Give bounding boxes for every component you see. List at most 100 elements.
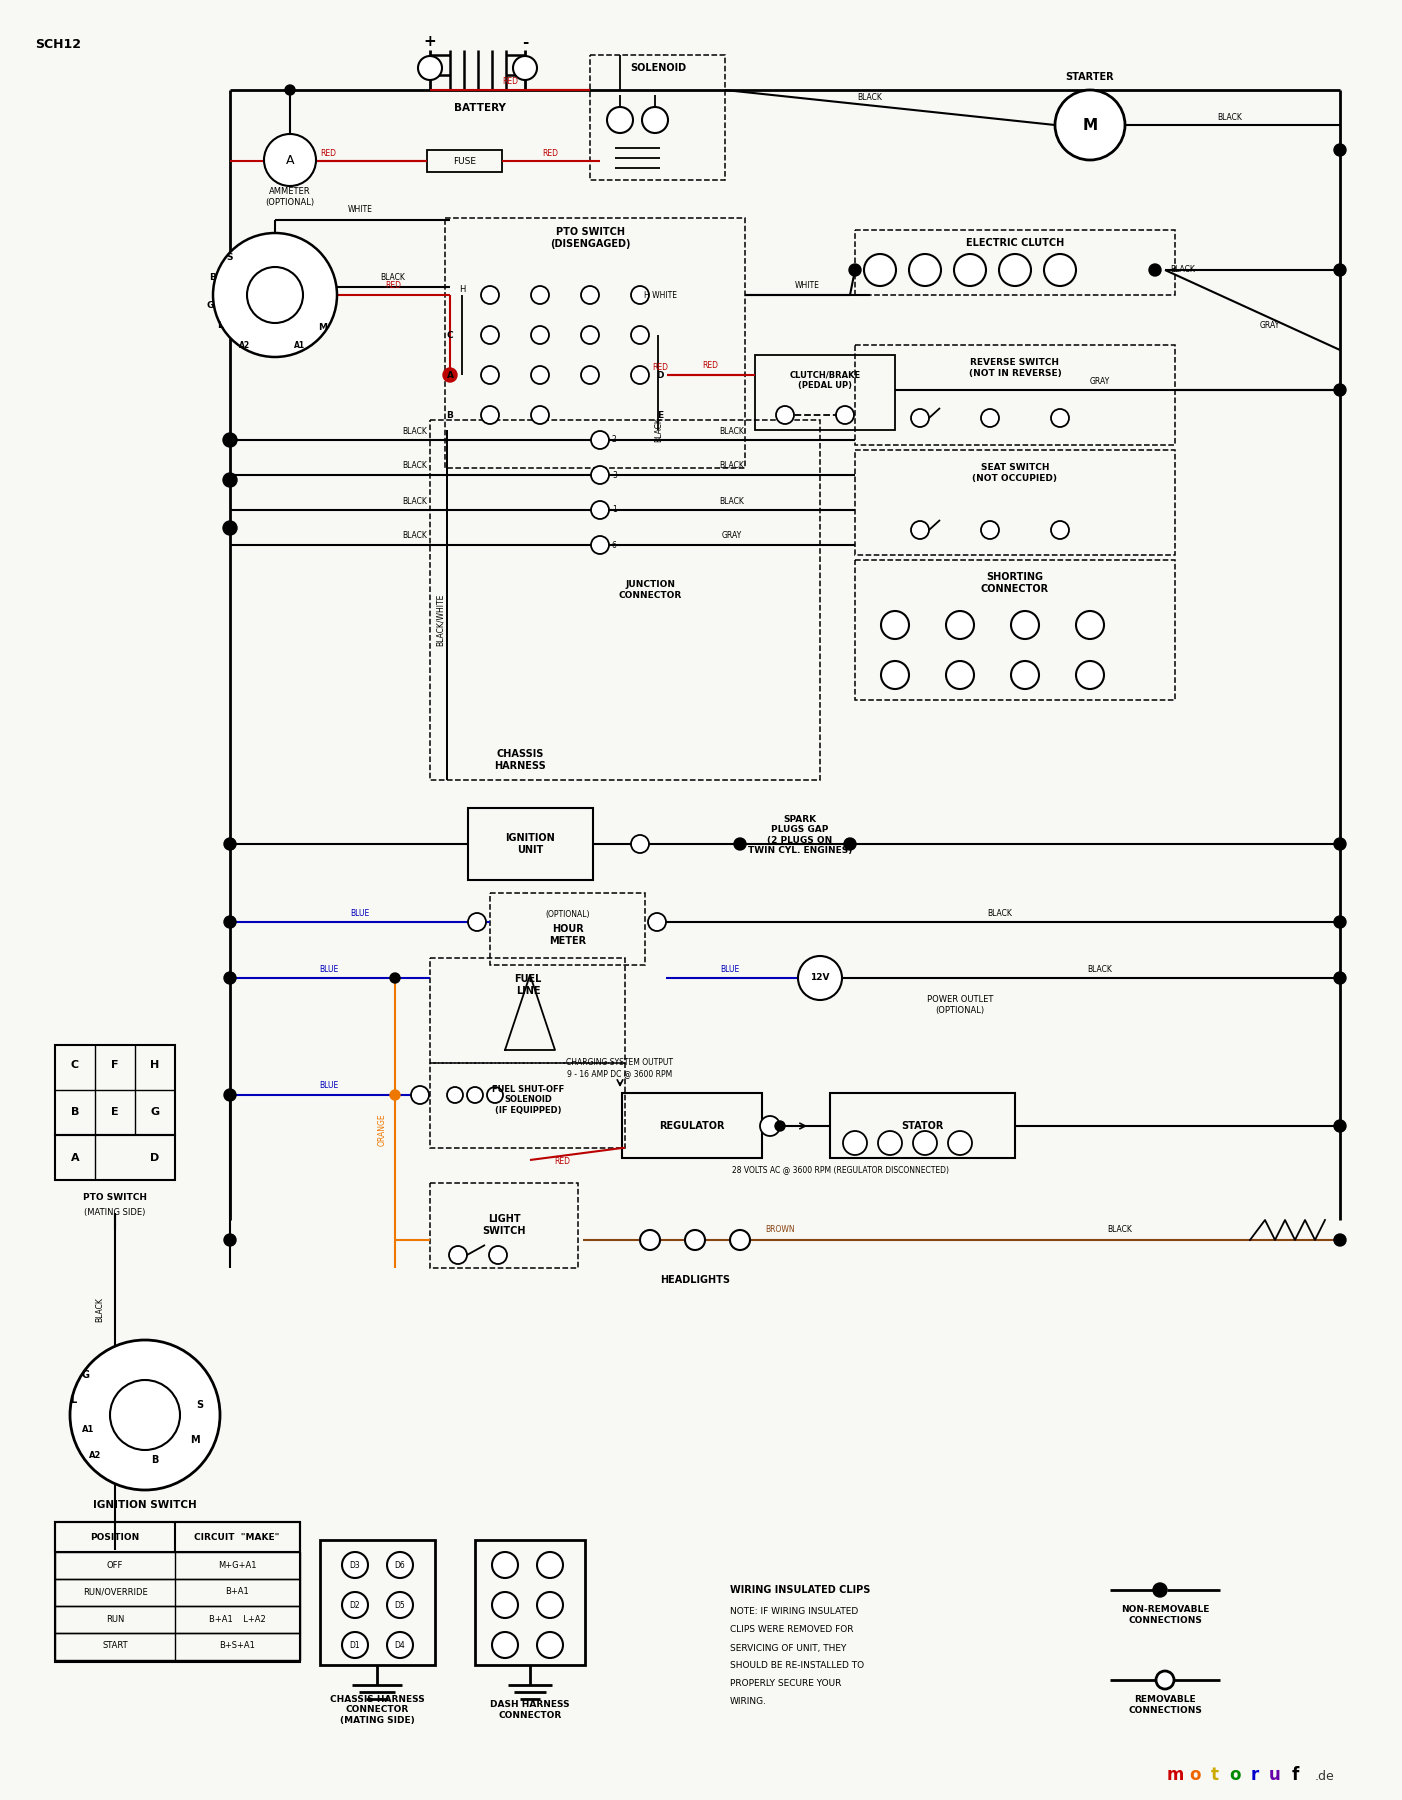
Bar [55,1633,300,1660]
Text: (MATING SIDE): (MATING SIDE) [84,1208,146,1217]
Bar [855,560,1175,700]
Text: WHITE: WHITE [795,281,819,290]
Circle shape [481,326,499,344]
Circle shape [580,326,599,344]
Text: E: E [658,410,663,419]
Text: r: r [1251,1766,1259,1784]
Circle shape [911,520,930,538]
Circle shape [537,1591,564,1618]
Circle shape [1333,916,1346,929]
Text: GRAY: GRAY [722,531,742,540]
Text: HOUR
METER: HOUR METER [550,923,586,945]
Text: FUSE: FUSE [453,157,477,166]
Text: D2: D2 [349,1600,360,1609]
Circle shape [224,1235,236,1246]
Text: S: S [227,252,233,261]
Text: POSITION: POSITION [90,1532,140,1541]
Text: START: START [102,1642,128,1651]
Text: B+A1: B+A1 [226,1588,250,1597]
Text: S: S [196,1400,203,1409]
Text: 6: 6 [613,540,617,549]
Circle shape [913,1130,937,1156]
Circle shape [880,661,908,689]
Circle shape [1000,254,1030,286]
Circle shape [1052,520,1068,538]
Text: BLACK/WHITE: BLACK/WHITE [436,594,444,646]
Text: CIRCUIT  "MAKE": CIRCUIT "MAKE" [195,1532,279,1541]
Circle shape [642,106,667,133]
Text: FUEL SHUT-OFF
SOLENOID
(IF EQUIPPED): FUEL SHUT-OFF SOLENOID (IF EQUIPPED) [492,1085,564,1114]
Bar [55,1579,300,1606]
Text: BLACK: BLACK [1088,965,1112,974]
Circle shape [1333,265,1346,275]
Text: RED: RED [386,281,401,290]
Bar [622,1093,763,1157]
Circle shape [449,1246,467,1264]
Text: BLACK: BLACK [402,531,428,540]
Circle shape [1157,1670,1173,1688]
Text: SCH12: SCH12 [35,38,81,50]
Circle shape [537,1633,564,1658]
Text: LIGHT
SWITCH: LIGHT SWITCH [482,1215,526,1237]
Bar [55,1523,300,1661]
Text: D4: D4 [394,1640,405,1649]
Circle shape [481,286,499,304]
Text: CLUTCH/BRAKE
(PEDAL UP): CLUTCH/BRAKE (PEDAL UP) [789,371,861,391]
Text: SERVICING OF UNIT, THEY: SERVICING OF UNIT, THEY [730,1643,847,1652]
Text: RED: RED [652,362,667,371]
Text: BLACK: BLACK [1108,1226,1133,1235]
Circle shape [1333,972,1346,985]
Bar [55,1606,300,1633]
Text: WIRING INSULATED CLIPS: WIRING INSULATED CLIPS [730,1586,871,1595]
Text: 1: 1 [613,506,617,515]
Text: RED: RED [502,77,517,86]
Text: NON-REMOVABLE
CONNECTIONS: NON-REMOVABLE CONNECTIONS [1120,1606,1209,1625]
Circle shape [1333,383,1346,396]
Circle shape [492,1633,517,1658]
Text: 3: 3 [613,470,617,479]
Circle shape [390,974,400,983]
Text: G: G [150,1107,160,1118]
Circle shape [1075,661,1103,689]
Text: BLACK: BLACK [653,418,663,443]
Circle shape [592,430,608,448]
Text: B: B [72,1107,79,1118]
Circle shape [492,1591,517,1618]
Text: C: C [447,331,453,340]
Text: BLACK: BLACK [719,497,744,506]
Text: D: D [656,371,663,380]
Circle shape [1054,90,1124,160]
Bar [55,1046,175,1136]
Circle shape [946,661,974,689]
Text: M: M [1082,117,1098,133]
Text: B+S+A1: B+S+A1 [219,1642,255,1651]
Text: M: M [191,1435,200,1445]
Circle shape [844,839,857,850]
Circle shape [531,326,550,344]
Circle shape [631,365,649,383]
Text: BLACK: BLACK [987,909,1012,918]
Text: BLUE: BLUE [721,965,740,974]
Circle shape [109,1381,179,1451]
Text: NOTE: IF WIRING INSULATED: NOTE: IF WIRING INSULATED [730,1607,858,1616]
Text: HEADLIGHTS: HEADLIGHTS [660,1274,730,1285]
Text: BLUE: BLUE [320,965,339,974]
Text: B: B [447,410,453,419]
Circle shape [411,1085,429,1103]
Text: SPARK
PLUGS GAP
(2 PLUGS ON
TWIN CYL. ENGINES): SPARK PLUGS GAP (2 PLUGS ON TWIN CYL. EN… [747,815,852,855]
Circle shape [513,56,537,79]
Text: IGNITION
UNIT: IGNITION UNIT [505,833,555,855]
Circle shape [468,913,486,931]
Text: .de: .de [1315,1771,1335,1784]
Circle shape [213,232,336,356]
Circle shape [798,956,843,1001]
Text: BLACK: BLACK [402,461,428,470]
Text: SHOULD BE RE-INSTALLED TO: SHOULD BE RE-INSTALLED TO [730,1661,864,1670]
Text: E: E [111,1107,119,1118]
Text: G: G [81,1370,88,1381]
Circle shape [843,1130,866,1156]
Circle shape [911,409,930,427]
Text: REGULATOR: REGULATOR [659,1121,725,1130]
Circle shape [489,1246,508,1264]
Text: REVERSE SWITCH
(NOT IN REVERSE): REVERSE SWITCH (NOT IN REVERSE) [969,358,1061,378]
